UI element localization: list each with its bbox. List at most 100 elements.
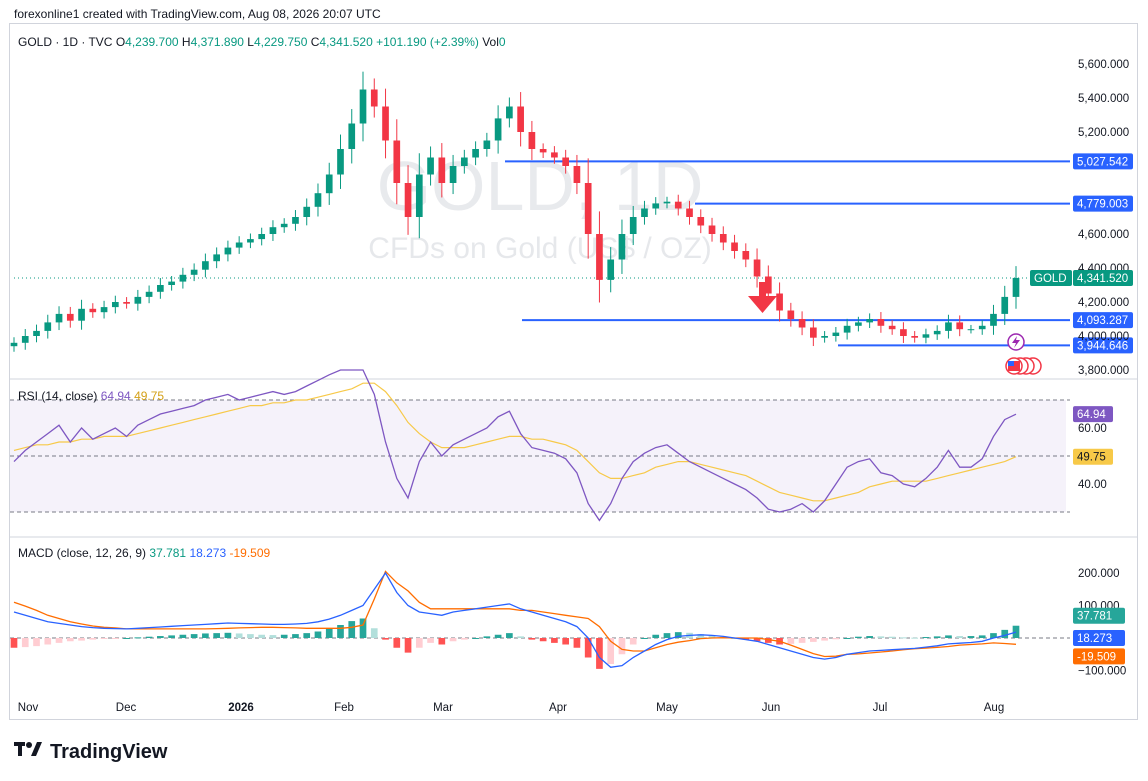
macd-histogram-bar — [584, 638, 592, 658]
tradingview-logo-icon — [14, 740, 44, 764]
candle-body — [663, 201, 671, 204]
macd-histogram-bar — [506, 633, 513, 638]
candle-body — [866, 319, 873, 323]
candle-body — [382, 106, 389, 141]
macd-last-text: 18.273 — [1077, 633, 1112, 645]
macd-histogram-bar — [652, 634, 660, 638]
candle-body — [157, 285, 164, 292]
macd-histogram-bar — [528, 638, 536, 640]
candle-body — [978, 325, 986, 330]
candle-body — [539, 149, 547, 153]
macd-histogram-bar — [33, 638, 40, 647]
macd-histogram-bar — [742, 638, 750, 640]
macd-histogram-bar — [1001, 629, 1009, 638]
candle-body — [359, 89, 367, 124]
candle-body — [393, 140, 401, 183]
macd-histogram-bar — [247, 634, 254, 638]
level-label-bg — [1073, 337, 1133, 354]
macd-histogram-bar — [821, 638, 828, 641]
candle-body — [843, 325, 851, 333]
macd-histogram-bar — [78, 638, 85, 641]
macd-histogram-bar — [596, 638, 603, 669]
candle-body — [100, 307, 108, 313]
macd-histogram-bar — [663, 633, 671, 638]
candle-body — [404, 183, 412, 217]
candle-body — [415, 174, 423, 217]
x-tick-label: 2026 — [228, 702, 254, 714]
macd-histogram-bar — [258, 634, 266, 638]
macd-histogram-bar — [224, 632, 232, 638]
watermark-subtitle: CFDs on Gold (US$ / OZ) — [368, 232, 711, 265]
macd-histogram-bar — [460, 638, 468, 640]
macd-histogram-bar — [303, 633, 311, 638]
macd-histogram-bar — [641, 638, 648, 639]
macd-histogram-bar — [44, 638, 52, 645]
macd-legend: MACD (close, 12, 26, 9) 37.781 18.273 -1… — [18, 546, 270, 560]
macd-histogram-bar — [933, 636, 941, 638]
macd-histogram-bar — [157, 636, 164, 638]
candle-body — [787, 310, 795, 319]
rsi-title: RSI (14, close) — [18, 389, 98, 403]
macd-histogram-bar — [382, 638, 389, 640]
candle-body — [832, 332, 840, 336]
macd-histogram-bar — [629, 638, 637, 645]
candle-body — [506, 106, 513, 119]
macd-histogram-bar — [753, 638, 761, 642]
candle-body — [123, 302, 130, 304]
candle-body — [145, 291, 153, 297]
candle-body — [584, 183, 592, 234]
gold-badge-text: GOLD — [1034, 273, 1067, 285]
macd-histogram-bar — [393, 638, 401, 648]
candle-body — [472, 149, 479, 158]
candle-body — [618, 234, 626, 260]
candle-body — [629, 217, 637, 234]
x-tick-label: Jul — [873, 702, 888, 714]
gold-badge-bg — [1030, 269, 1072, 286]
level-label-text: 4,093.287 — [1077, 315, 1128, 327]
rsi-legend: RSI (14, close) 64.94 49.75 — [18, 389, 164, 403]
candle-body — [708, 225, 716, 234]
candle-body — [111, 302, 119, 308]
macd-hist-last-text: 37.781 — [1077, 611, 1112, 623]
candle-body — [528, 132, 536, 149]
macd-signal-last-bg — [1073, 648, 1125, 665]
candle-body — [494, 118, 502, 141]
candle-body — [888, 325, 896, 330]
macd-histogram-bar — [337, 625, 344, 638]
macd-histogram-bar — [438, 638, 446, 645]
candle-body — [292, 217, 299, 224]
candle-body — [641, 208, 648, 217]
macd-histogram-bar — [213, 633, 220, 638]
macd-histogram-bar — [66, 638, 74, 642]
macd-histogram-bar — [235, 633, 243, 638]
candle-body — [460, 157, 468, 166]
candle-body — [325, 174, 333, 194]
rsi-value: 64.94 — [100, 389, 131, 403]
us-flag-icon — [1005, 357, 1042, 375]
candle-body — [427, 157, 434, 175]
macd-histogram-bar — [562, 638, 570, 645]
legend-low: 4,229.750 — [253, 35, 308, 49]
macd-line — [13, 571, 1017, 668]
macd-tick-label: 200.000 — [1078, 568, 1120, 580]
macd-signal-line — [13, 570, 1017, 658]
macd-histogram-bar — [494, 634, 502, 638]
candle-body — [247, 239, 254, 243]
macd-histogram-bar — [798, 638, 806, 643]
rsi-last-bg — [1073, 406, 1113, 423]
macd-hist-value: 37.781 — [149, 546, 187, 560]
macd-histogram-bar — [483, 636, 491, 638]
candle-body — [652, 203, 660, 209]
candle-body — [269, 227, 277, 234]
rsi-tick-label: 60.00 — [1078, 423, 1107, 435]
candle-body — [855, 322, 862, 326]
candle-body — [1001, 296, 1009, 314]
macd-signal-value: -19.509 — [229, 546, 271, 560]
price-tick-label: 4,200.000 — [1078, 297, 1129, 309]
candle-body — [235, 242, 243, 248]
candle-body — [731, 242, 738, 251]
macd-histogram-bar — [123, 638, 130, 639]
candle-body — [945, 322, 952, 331]
tradingview-logo[interactable]: TradingView — [14, 740, 167, 764]
